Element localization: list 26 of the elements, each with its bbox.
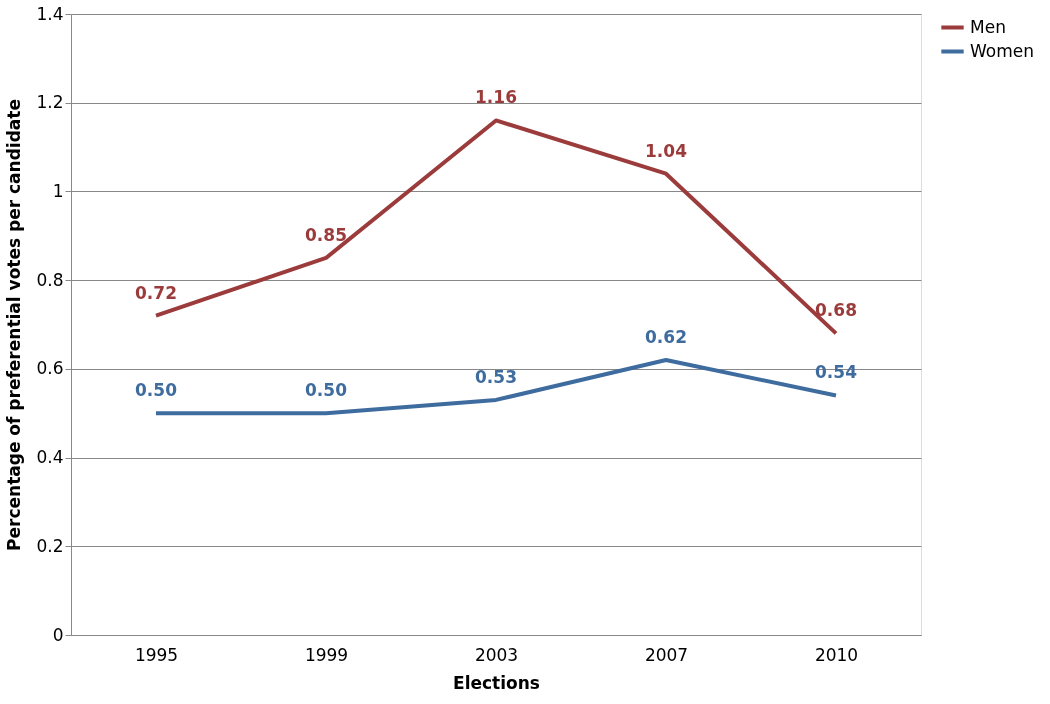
data-label: 1.04 [645, 140, 688, 161]
y-tick-label: 0.2 [36, 535, 64, 556]
legend-label: Women [970, 40, 1035, 61]
x-axis-title: Elections [453, 672, 540, 693]
data-label: 0.53 [475, 366, 517, 387]
y-tick-label: 1.4 [36, 3, 64, 24]
legend-label: Men [970, 16, 1006, 37]
x-tick-label: 1999 [304, 644, 349, 665]
data-label: 0.62 [645, 326, 687, 347]
x-tick-label: 2010 [814, 644, 859, 665]
y-tick-label: 0.6 [36, 358, 64, 379]
y-axis-title: Percentage of preferential votes per candidate [4, 99, 25, 551]
data-label: 0.72 [135, 282, 177, 303]
y-tick-label: 1 [52, 180, 64, 201]
y-tick-label: 0 [52, 624, 64, 645]
data-label: 0.50 [305, 380, 348, 401]
x-tick-label: 2007 [644, 644, 689, 665]
data-label: 0.50 [135, 380, 178, 401]
data-label: 1.16 [475, 87, 517, 108]
y-tick-label: 0.8 [36, 269, 64, 290]
data-label: 0.85 [305, 224, 347, 245]
x-tick-label: 1995 [134, 644, 179, 665]
y-tick-label: 0.4 [36, 447, 64, 468]
y-tick-label: 1.2 [36, 92, 64, 113]
x-tick-label: 2003 [474, 644, 519, 665]
data-label: 0.68 [815, 300, 857, 321]
